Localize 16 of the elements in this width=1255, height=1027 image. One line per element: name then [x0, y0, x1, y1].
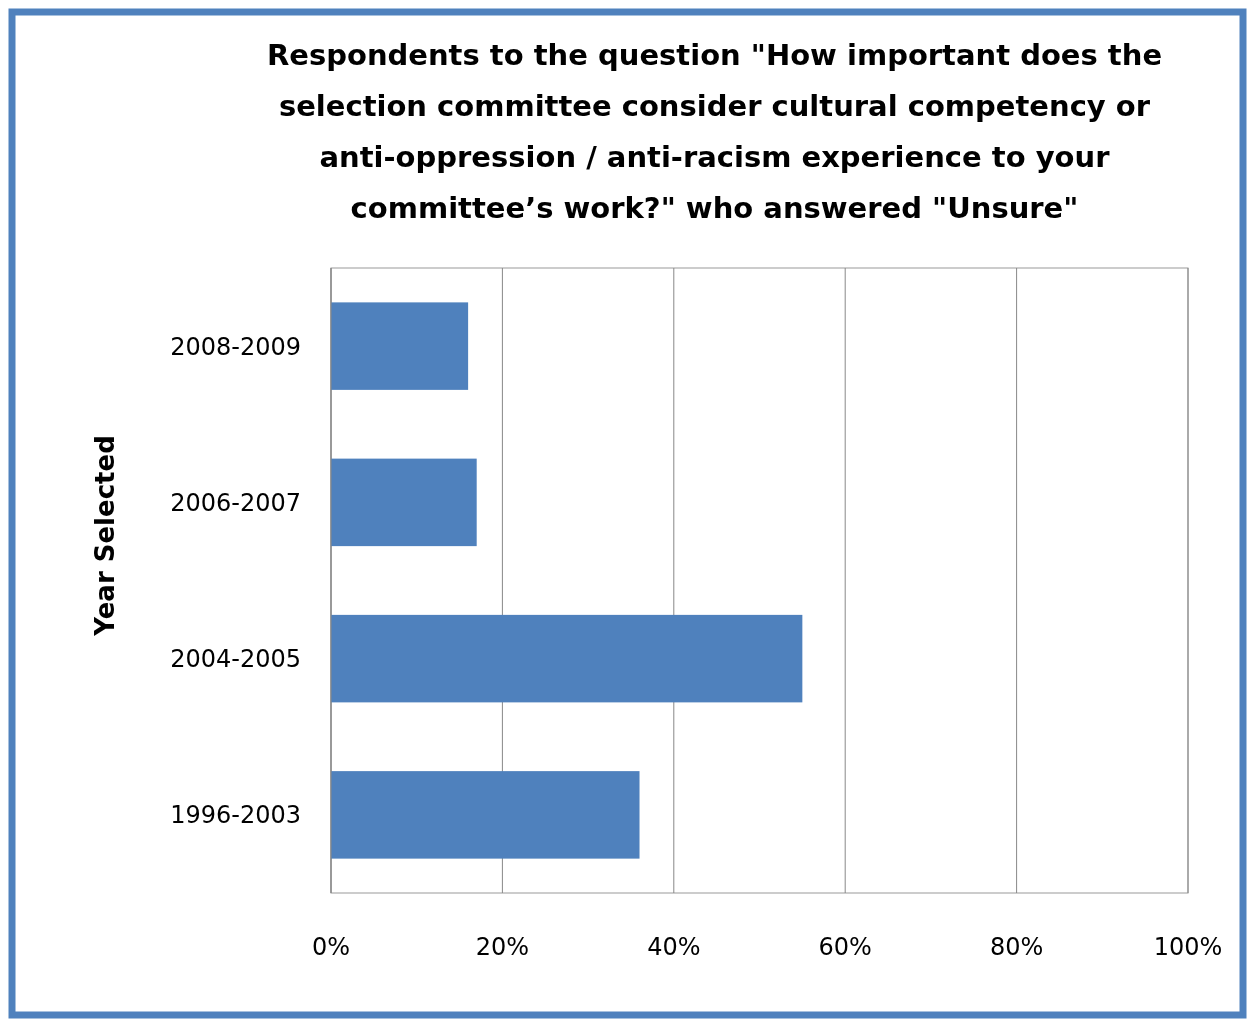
y-axis-title: Year Selected: [90, 435, 120, 637]
x-tick-label: 100%: [1153, 933, 1223, 961]
bar: [331, 771, 640, 859]
y-tick-label: 1996-2003: [170, 801, 301, 830]
y-tick-label: 2008-2009: [170, 332, 301, 361]
bar: [331, 302, 469, 390]
bar: [331, 614, 803, 703]
x-tick-label: 80%: [989, 933, 1044, 961]
chart-title: Respondents to the question "How important does the selection committee consider cultural competency or anti-oppression / anti-racism experience to your committee’s work?" who answered "Unsure": [266, 38, 1163, 225]
bar: [331, 458, 477, 547]
x-tick-label: 40%: [647, 933, 701, 961]
x-tick-label: 60%: [818, 933, 872, 961]
y-tick-label: 2004-2005: [170, 645, 301, 674]
y-tick-label: 2006-2007: [170, 488, 301, 517]
x-tick-label: 20%: [475, 933, 530, 961]
x-tick-label: 0%: [311, 933, 351, 961]
